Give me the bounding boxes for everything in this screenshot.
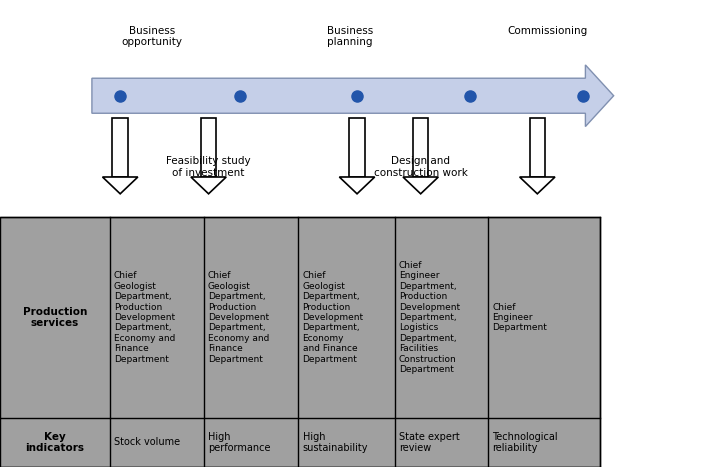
Text: Key
indicators: Key indicators <box>25 432 84 453</box>
Text: Commissioning: Commissioning <box>508 26 588 35</box>
Text: Chief
Geologist
Department,
Production
Development
Department,
Economy
and Finan: Chief Geologist Department, Production D… <box>303 271 363 364</box>
Text: State expert
review: State expert review <box>399 432 460 453</box>
Polygon shape <box>201 118 216 177</box>
Polygon shape <box>103 177 138 194</box>
Text: Chief
Engineer
Department,
Production
Development
Department,
Logistics
Departme: Chief Engineer Department, Production De… <box>399 261 460 374</box>
Polygon shape <box>520 177 555 194</box>
Polygon shape <box>530 118 545 177</box>
Polygon shape <box>92 65 614 127</box>
Bar <box>0 217 600 467</box>
Text: Chief
Geologist
Department,
Production
Development
Department,
Economy and
Finan: Chief Geologist Department, Production D… <box>208 271 269 364</box>
Polygon shape <box>349 118 365 177</box>
Polygon shape <box>339 177 375 194</box>
Text: Design and
construction work: Design and construction work <box>374 156 467 178</box>
Polygon shape <box>413 118 428 177</box>
Polygon shape <box>403 177 438 194</box>
Text: Chief
Geologist
Department,
Production
Development
Department,
Economy and
Finan: Chief Geologist Department, Production D… <box>114 271 175 364</box>
Polygon shape <box>191 177 226 194</box>
Text: Business
planning: Business planning <box>327 26 373 47</box>
Polygon shape <box>112 118 128 177</box>
Text: Chief
Engineer
Department: Chief Engineer Department <box>492 303 547 333</box>
Text: Technological
reliability: Technological reliability <box>492 432 558 453</box>
Text: High
performance: High performance <box>208 432 270 453</box>
Text: Business
opportunity: Business opportunity <box>122 26 182 47</box>
Text: Stock volume: Stock volume <box>114 438 180 447</box>
Text: High
sustainability: High sustainability <box>303 432 368 453</box>
Text: Feasibility study
of investment: Feasibility study of investment <box>166 156 251 178</box>
Text: Production
services: Production services <box>23 307 87 328</box>
